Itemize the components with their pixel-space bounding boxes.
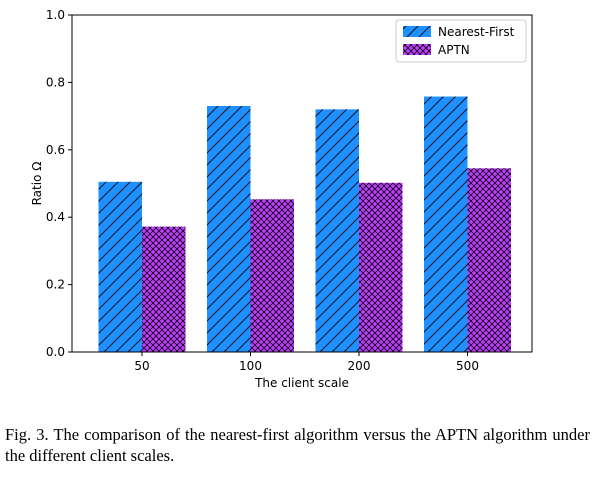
bar-hatch-nearest-first-200 (315, 109, 359, 352)
y-tick-label: 0.8 (46, 75, 65, 89)
y-axis-label: Ratio Ω (30, 162, 44, 206)
x-tick-label: 500 (456, 359, 479, 373)
y-tick-label: 0.2 (46, 278, 65, 292)
bars-layer (98, 96, 511, 353)
y-tick-label: 0.6 (46, 143, 65, 157)
x-tick-label: 200 (348, 359, 371, 373)
bar-hatch-aptn-50 (142, 226, 186, 352)
bar-hatch-aptn-100 (250, 199, 294, 352)
y-tick-label: 0.4 (46, 210, 65, 224)
legend-hatch-aptn (403, 44, 431, 55)
bar-chart: 0.0 0.2 0.4 0.6 0.8 1.0 50 100 200 500 The clien… (30, 8, 533, 390)
bar-hatch-nearest-first-500 (424, 96, 468, 352)
y-tick-label: 1.0 (46, 8, 65, 22)
bar-hatch-aptn-500 (467, 168, 511, 352)
x-tick-label: 100 (239, 359, 262, 373)
bar-hatch-nearest-first-50 (98, 181, 142, 352)
x-axis: 50 100 200 500 (134, 352, 479, 373)
legend-label-nearest-first: Nearest-First (438, 25, 515, 39)
bar-hatch-aptn-200 (359, 182, 403, 352)
legend-label-aptn: APTN (438, 43, 470, 57)
figure-caption: Fig. 3. The comparison of the nearest-fi… (5, 425, 590, 465)
legend-hatch-nearest-first (403, 26, 431, 37)
y-tick-label: 0.0 (46, 345, 65, 359)
plot-frame (71, 14, 533, 353)
x-tick-label: 50 (134, 359, 149, 373)
y-axis: 0.0 0.2 0.4 0.6 0.8 1.0 (46, 8, 72, 359)
bar-hatch-nearest-first-100 (207, 105, 251, 353)
legend: Nearest-First APTN (395, 19, 527, 63)
x-axis-label: The client scale (254, 376, 349, 390)
